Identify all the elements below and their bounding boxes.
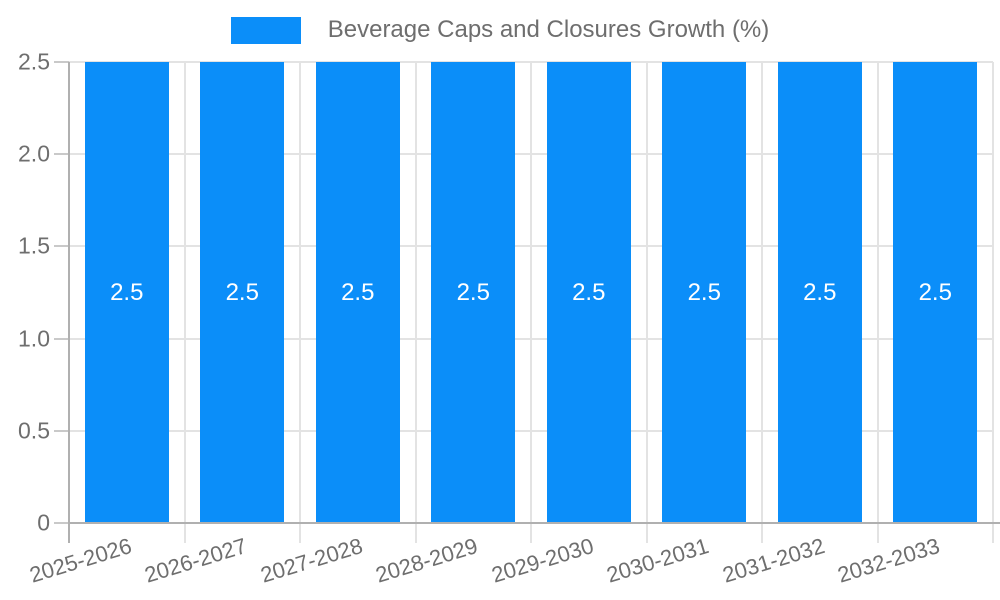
x-axis-line <box>69 522 1000 524</box>
y-tick-label: 0 <box>37 509 50 536</box>
gridline-vertical <box>645 62 648 543</box>
x-axis-labels: 2025-2026 2026-2027 2027-2028 2028-2029 2029… <box>26 523 993 600</box>
gridline-vertical <box>183 62 186 543</box>
gridline-vertical <box>530 62 532 543</box>
y-tick-mark <box>54 61 70 63</box>
bar-value-label: 2.5 <box>803 278 837 306</box>
y-tick-mark <box>54 522 70 524</box>
x-tick-label: 2032-2033 <box>834 533 943 588</box>
x-tick-label: 2025-2026 <box>26 533 135 588</box>
bar-value-label: 2.5 <box>572 278 606 306</box>
gridline-vertical <box>299 62 301 543</box>
bar[interactable]: 2.5 <box>662 62 747 523</box>
bar-value-label: 2.5 <box>341 278 375 306</box>
y-axis-labels: 0 0.5 1.0 1.5 2.0 2.5 <box>0 49 70 536</box>
y-tick-label: 2.0 <box>18 140 50 167</box>
y-tick-mark <box>54 245 70 248</box>
x-tick-label: 2027-2028 <box>257 533 366 588</box>
y-tick-label: 1.0 <box>18 325 50 352</box>
gridline-vertical <box>761 62 763 543</box>
bar[interactable]: 2.5 <box>777 62 862 523</box>
x-tick-label: 2028-2029 <box>372 533 481 588</box>
y-tick-label: 1.5 <box>18 232 50 259</box>
bar[interactable]: 2.5 <box>431 62 516 523</box>
gridline-vertical <box>876 62 879 543</box>
y-tick-label: 0.5 <box>18 417 50 444</box>
bar[interactable]: 2.5 <box>893 62 978 523</box>
y-tick-mark <box>54 429 70 432</box>
bar-value-label: 2.5 <box>110 278 144 306</box>
plot-area: 2.5 2.5 2.5 2.5 2.5 2.5 2.5 2.5 <box>68 61 1000 543</box>
x-tick-label: 2030-2031 <box>603 533 712 588</box>
x-tick-label: 2031-2032 <box>719 533 828 588</box>
x-tick-label: 2026-2027 <box>141 533 250 588</box>
bar-value-label: 2.5 <box>456 278 490 306</box>
bar-value-label: 2.5 <box>918 278 952 306</box>
bar[interactable]: 2.5 <box>200 62 285 523</box>
bar[interactable]: 2.5 <box>315 62 400 523</box>
y-tick-mark <box>54 153 70 156</box>
gridline-vertical <box>992 62 994 543</box>
bar[interactable]: 2.5 <box>546 62 631 523</box>
gridline-vertical <box>414 62 417 543</box>
bar[interactable]: 2.5 <box>84 62 169 523</box>
x-tick-label: 2029-2030 <box>488 533 597 588</box>
legend[interactable]: Beverage Caps and Closures Growth (%) <box>0 16 1000 44</box>
y-tick-mark <box>54 337 70 340</box>
bar-value-label: 2.5 <box>225 278 259 306</box>
bar-value-label: 2.5 <box>687 278 721 306</box>
y-tick-label: 2.5 <box>18 48 50 75</box>
legend-label: Beverage Caps and Closures Growth (%) <box>327 16 770 43</box>
legend-swatch <box>230 16 301 44</box>
y-axis-line <box>68 62 70 543</box>
